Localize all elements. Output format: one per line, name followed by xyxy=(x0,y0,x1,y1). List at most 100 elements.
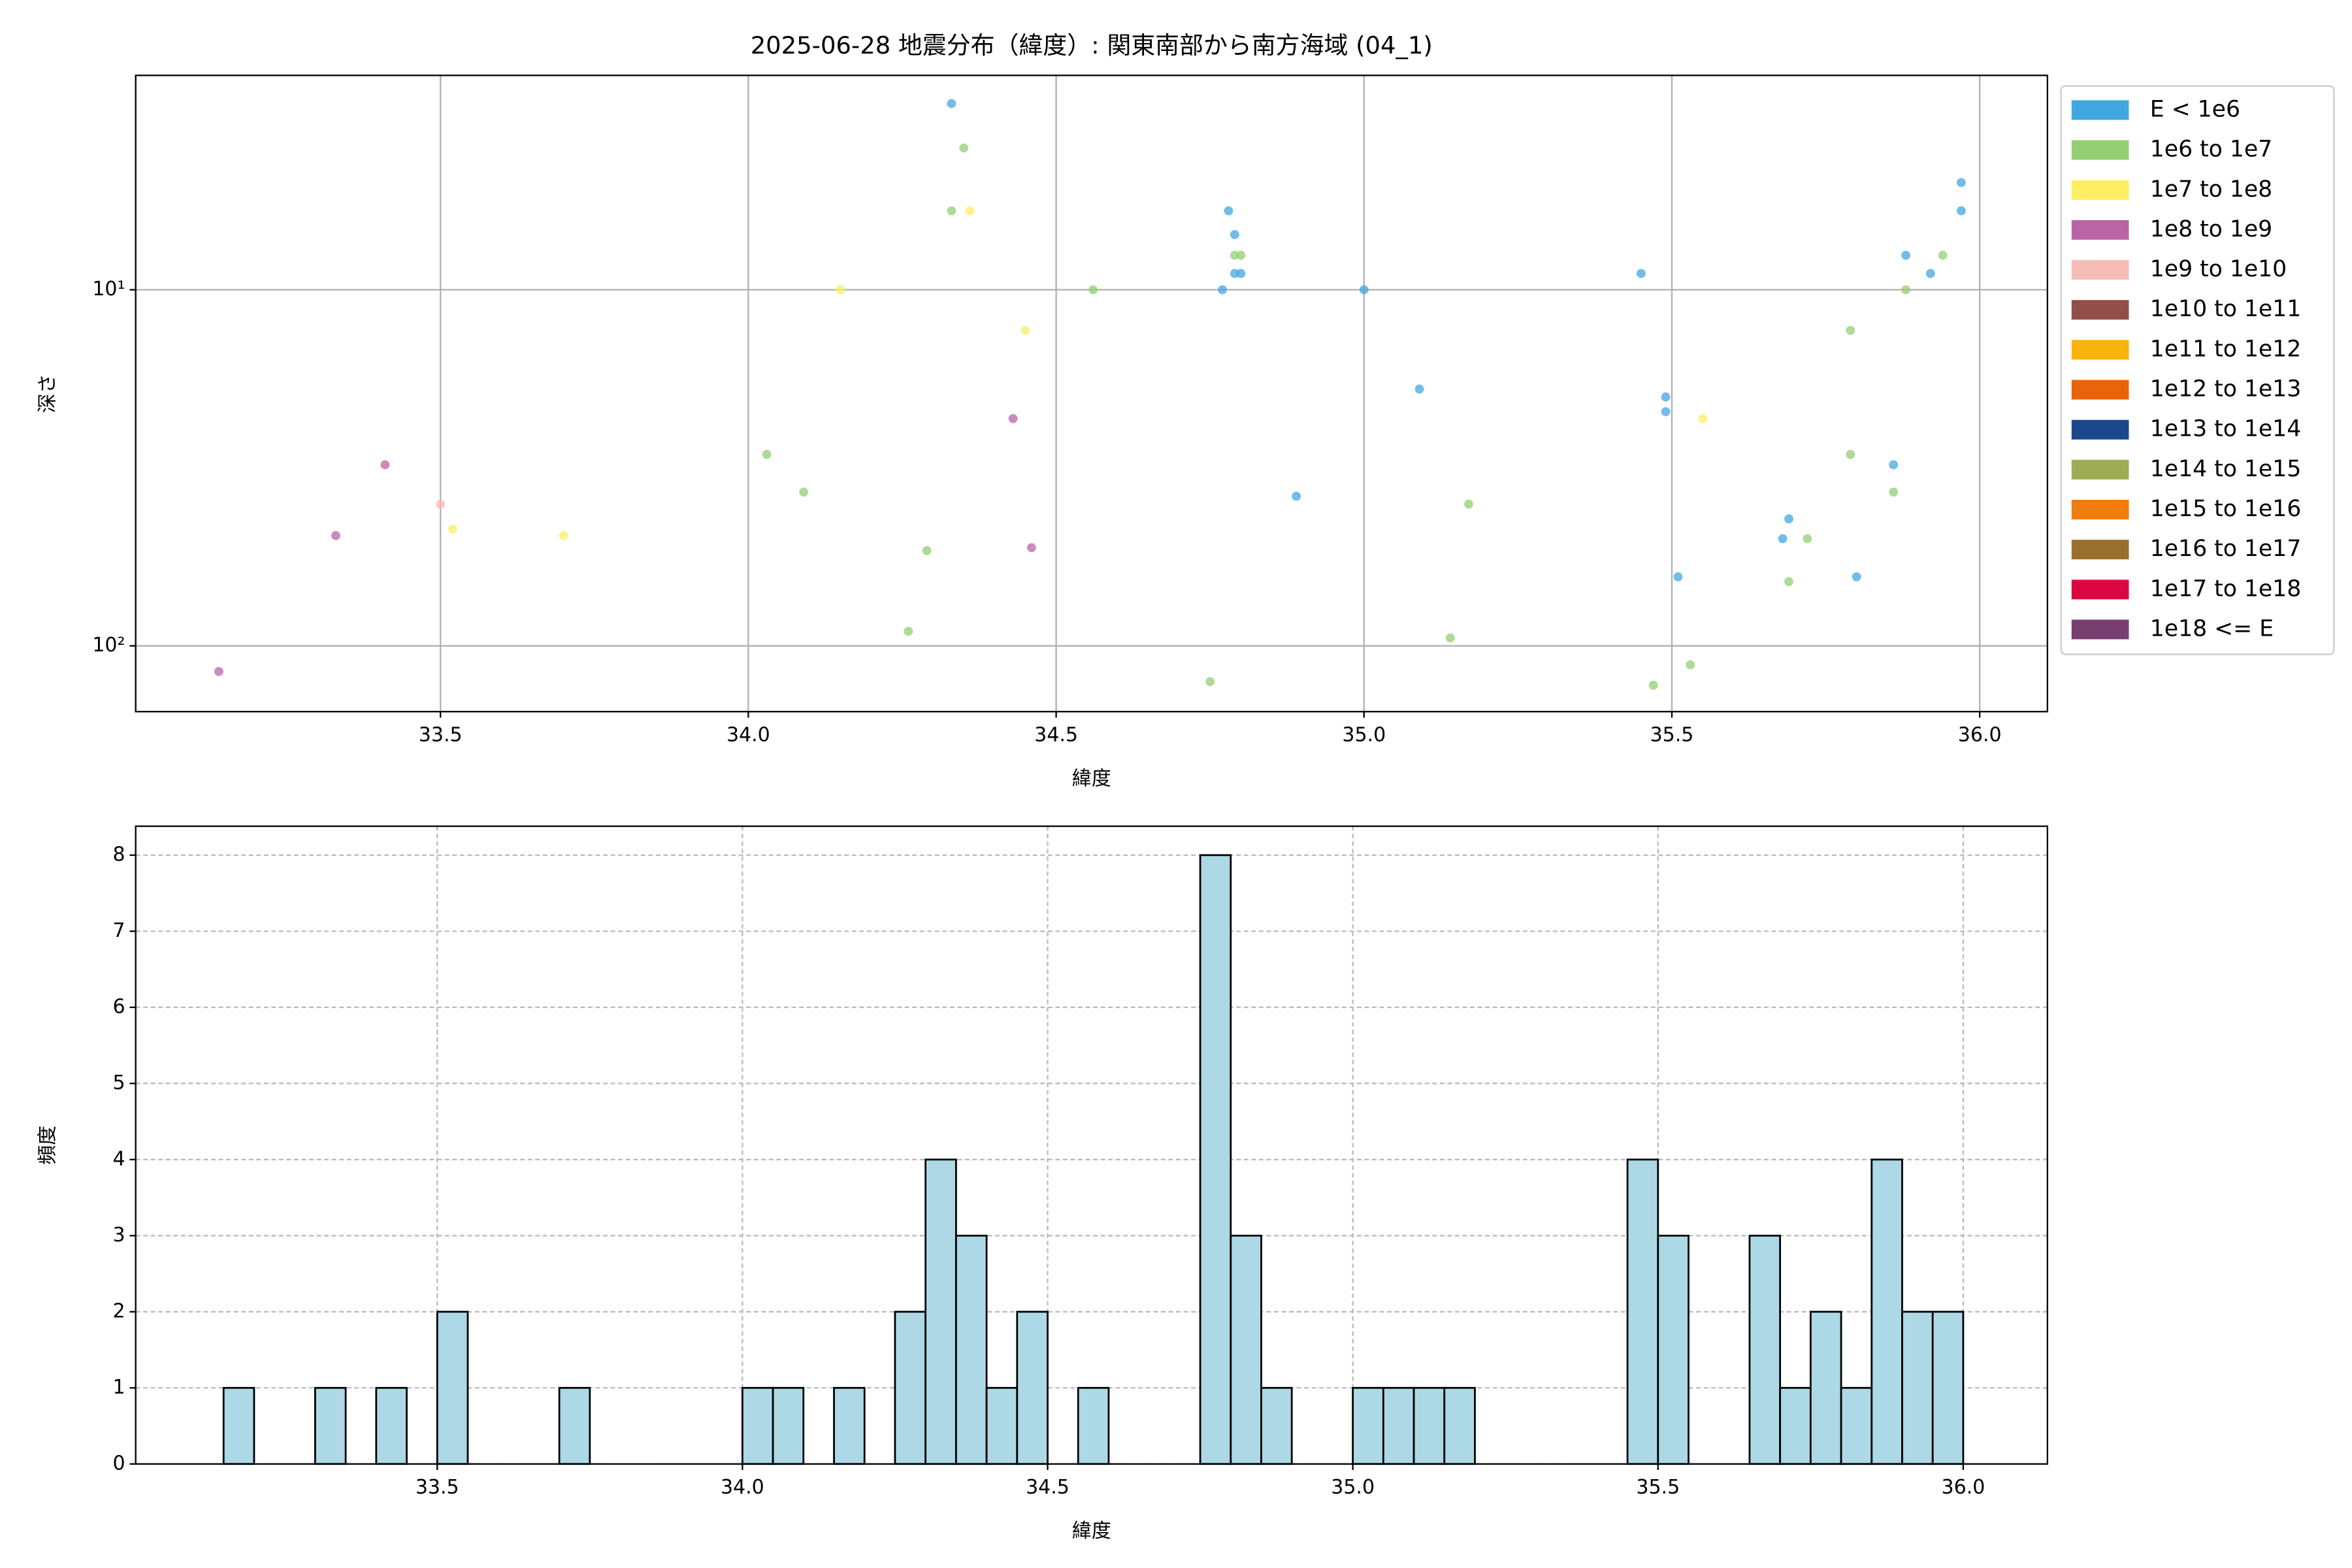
point xyxy=(947,206,956,216)
bar xyxy=(894,1311,927,1465)
x-tick-label: 33.5 xyxy=(419,724,463,747)
point xyxy=(1414,384,1424,394)
bar xyxy=(772,1386,805,1465)
bar xyxy=(1901,1311,1934,1465)
legend-swatch xyxy=(2071,619,2129,640)
x-tick-label: 35.5 xyxy=(1650,724,1694,747)
y-tick-label: 4 xyxy=(112,1147,125,1170)
point xyxy=(1852,572,1861,581)
point xyxy=(836,285,845,295)
point xyxy=(1088,285,1098,295)
point xyxy=(947,99,956,108)
legend-swatch xyxy=(2071,300,2129,320)
bar xyxy=(1840,1386,1873,1465)
legend-label: 1e15 to 1e16 xyxy=(2150,496,2301,522)
bar xyxy=(1657,1234,1690,1465)
point xyxy=(1901,250,1911,260)
y-tick-label: 3 xyxy=(112,1224,125,1247)
bar xyxy=(1352,1386,1384,1465)
point xyxy=(1236,250,1246,260)
legend-swatch xyxy=(2071,419,2129,440)
bar xyxy=(1230,1234,1262,1465)
y-tick-label: 2 xyxy=(112,1299,125,1322)
point xyxy=(1021,325,1030,335)
bar xyxy=(1443,1386,1476,1465)
bar xyxy=(314,1386,347,1465)
point xyxy=(1648,680,1658,690)
x-tick-label: 35.0 xyxy=(1331,1476,1375,1499)
y-tick-label: 8 xyxy=(112,843,125,866)
x-tick-label: 35.5 xyxy=(1636,1476,1680,1499)
legend-label: 1e18 <= E xyxy=(2150,615,2274,642)
point xyxy=(380,460,390,470)
bar xyxy=(741,1386,774,1465)
bar xyxy=(558,1386,591,1465)
point xyxy=(959,143,969,153)
bar xyxy=(375,1386,408,1465)
point xyxy=(1236,269,1246,278)
point xyxy=(1218,285,1227,295)
point xyxy=(214,666,223,676)
legend-label: 1e17 to 1e18 xyxy=(2150,576,2301,602)
point xyxy=(1008,414,1018,423)
point xyxy=(922,546,932,555)
legend-swatch xyxy=(2071,580,2129,600)
point xyxy=(1661,392,1671,402)
point xyxy=(904,627,913,636)
bar xyxy=(1748,1234,1782,1465)
y-tick-label: 5 xyxy=(112,1071,125,1094)
y-tick-label: 6 xyxy=(112,995,125,1018)
bar xyxy=(1077,1386,1110,1465)
point xyxy=(1778,534,1788,544)
legend-label: 1e13 to 1e14 xyxy=(2150,416,2301,442)
x-axis-label: 緯度 xyxy=(1072,1520,1111,1543)
legend-label: 1e11 to 1e12 xyxy=(2150,336,2301,362)
point xyxy=(1925,269,1935,278)
y-tick-label: 1 xyxy=(112,1376,125,1399)
x-tick-label: 36.0 xyxy=(1942,1476,1985,1499)
y-tick-label: 7 xyxy=(112,919,125,942)
legend-swatch xyxy=(2071,140,2129,160)
legend-swatch xyxy=(2071,540,2129,560)
bar xyxy=(1931,1311,1965,1465)
point xyxy=(1673,572,1683,581)
legend-swatch xyxy=(2071,220,2129,240)
legend-label: 1e14 to 1e15 xyxy=(2150,456,2301,482)
legend-swatch xyxy=(2071,380,2129,400)
point xyxy=(1230,230,1239,240)
legend-swatch xyxy=(2071,500,2129,519)
legend-label: 1e16 to 1e17 xyxy=(2150,536,2301,562)
bar xyxy=(1870,1158,1903,1465)
legend-label: E < 1e6 xyxy=(2150,96,2240,122)
legend-swatch xyxy=(2071,100,2129,120)
y-tick-label: 0 xyxy=(112,1452,125,1475)
legend-label: 1e12 to 1e13 xyxy=(2150,376,2301,402)
point xyxy=(1359,285,1369,295)
bar xyxy=(1779,1386,1812,1465)
bar xyxy=(1199,854,1232,1465)
point xyxy=(1698,414,1708,423)
legend-label: 1e7 to 1e8 xyxy=(2150,176,2272,203)
bar xyxy=(1413,1386,1446,1465)
point xyxy=(1846,325,1855,335)
x-tick-label: 34.5 xyxy=(1034,724,1078,747)
point xyxy=(762,449,772,459)
point xyxy=(1445,633,1455,643)
plot-frame xyxy=(135,825,2048,1465)
point xyxy=(1938,250,1948,260)
legend-label: 1e10 to 1e11 xyxy=(2150,296,2301,322)
bar xyxy=(955,1234,988,1465)
point xyxy=(1026,543,1036,553)
legend-swatch xyxy=(2071,340,2129,360)
legend-swatch xyxy=(2071,459,2129,480)
legend-swatch xyxy=(2071,260,2129,280)
bar xyxy=(436,1311,469,1465)
plot-frame xyxy=(135,74,2048,713)
legend: E < 1e6 1e6 to 1e7 1e7 to 1e8 1e8 to 1e9 1e9… xyxy=(2060,85,2335,655)
bar xyxy=(222,1386,255,1465)
legend-box xyxy=(2060,85,2335,655)
point xyxy=(1636,269,1646,278)
bar xyxy=(924,1158,957,1465)
point xyxy=(1956,178,1966,188)
